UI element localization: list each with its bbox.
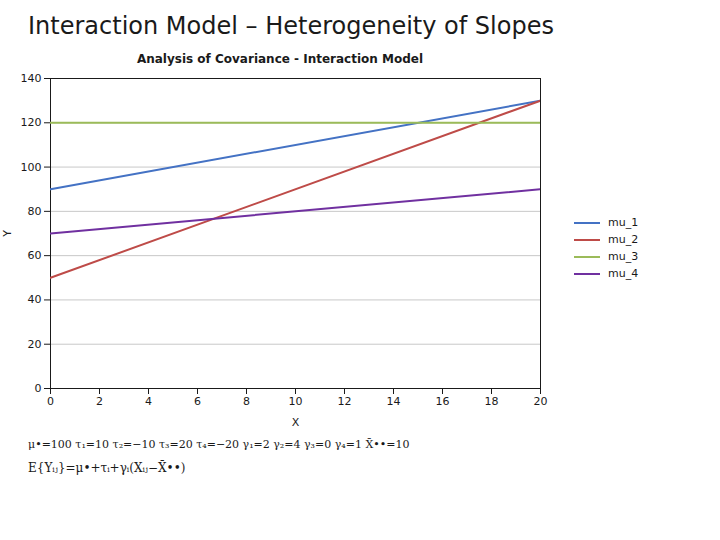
svg-text:20: 20 — [534, 395, 548, 408]
svg-text:4: 4 — [145, 395, 152, 408]
html-text:mu_1: mu_1 — [608, 216, 639, 229]
html-text:mu_4: mu_4 — [608, 267, 639, 280]
svg-text:X: X — [292, 416, 300, 429]
svg-text:18: 18 — [485, 395, 499, 408]
svg-text:80: 80 — [28, 205, 42, 218]
svg-text:10: 10 — [289, 395, 303, 408]
svg-text:0: 0 — [35, 382, 42, 395]
svg-text:20: 20 — [28, 338, 42, 351]
svg-text:120: 120 — [21, 116, 42, 129]
svg-text:60: 60 — [28, 249, 42, 262]
html-text:mu_2: mu_2 — [608, 233, 639, 246]
svg-text:2: 2 — [96, 395, 103, 408]
svg-text:14: 14 — [387, 395, 401, 408]
svg-text:12: 12 — [338, 395, 352, 408]
html-text:mu_3: mu_3 — [608, 250, 639, 263]
html-text:Analysis of Covariance - Inter: Analysis of Covariance - Interaction Mod… — [136, 52, 424, 66]
svg-text:Y: Y — [1, 230, 14, 238]
svg-text:40: 40 — [28, 293, 42, 306]
svg-text:0: 0 — [47, 395, 54, 408]
svg-text:16: 16 — [436, 395, 450, 408]
svg-text:6: 6 — [194, 395, 201, 408]
svg-text:8: 8 — [243, 395, 250, 408]
html-text:Interaction Model – Heterogene: Interaction Model – Heterogeneity of Slo… — [28, 12, 554, 40]
svg-text:140: 140 — [21, 72, 42, 85]
html-text:E{Yᵢⱼ}=μ•+τᵢ+γᵢ(Xᵢⱼ−X̄••): E{Yᵢⱼ}=μ•+τᵢ+γᵢ(Xᵢⱼ−X̄••) — [28, 461, 186, 475]
html-text:μ•=100 τ₁=10 τ₂=−10 τ₃=20 τ₄=−: μ•=100 τ₁=10 τ₂=−10 τ₃=20 τ₄=−20 γ₁=2 γ₂… — [28, 438, 410, 451]
svg-text:100: 100 — [21, 161, 42, 174]
